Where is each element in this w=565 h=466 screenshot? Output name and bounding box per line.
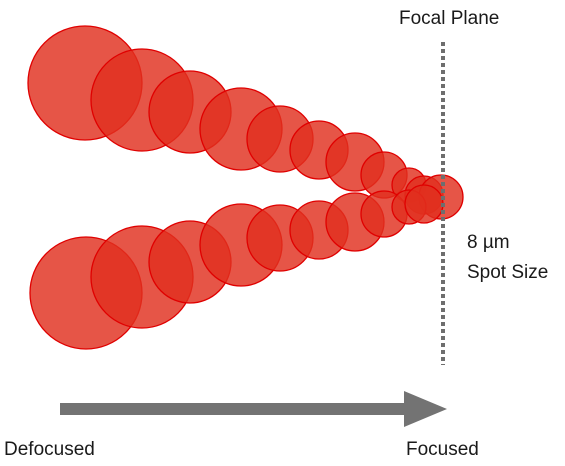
arrow-shaft <box>60 403 406 415</box>
focused-label: Focused <box>406 439 479 460</box>
spot-size-label: Spot Size <box>467 262 549 283</box>
spot-size-value: 8 µm <box>467 232 510 253</box>
spot-circle <box>404 184 444 224</box>
direction-arrow <box>60 391 447 427</box>
focal-plane-label: Focal Plane <box>399 8 500 29</box>
lower-beam <box>29 184 444 350</box>
defocused-label: Defocused <box>4 439 95 460</box>
upper-beam <box>27 25 464 220</box>
arrow-head <box>404 391 447 427</box>
